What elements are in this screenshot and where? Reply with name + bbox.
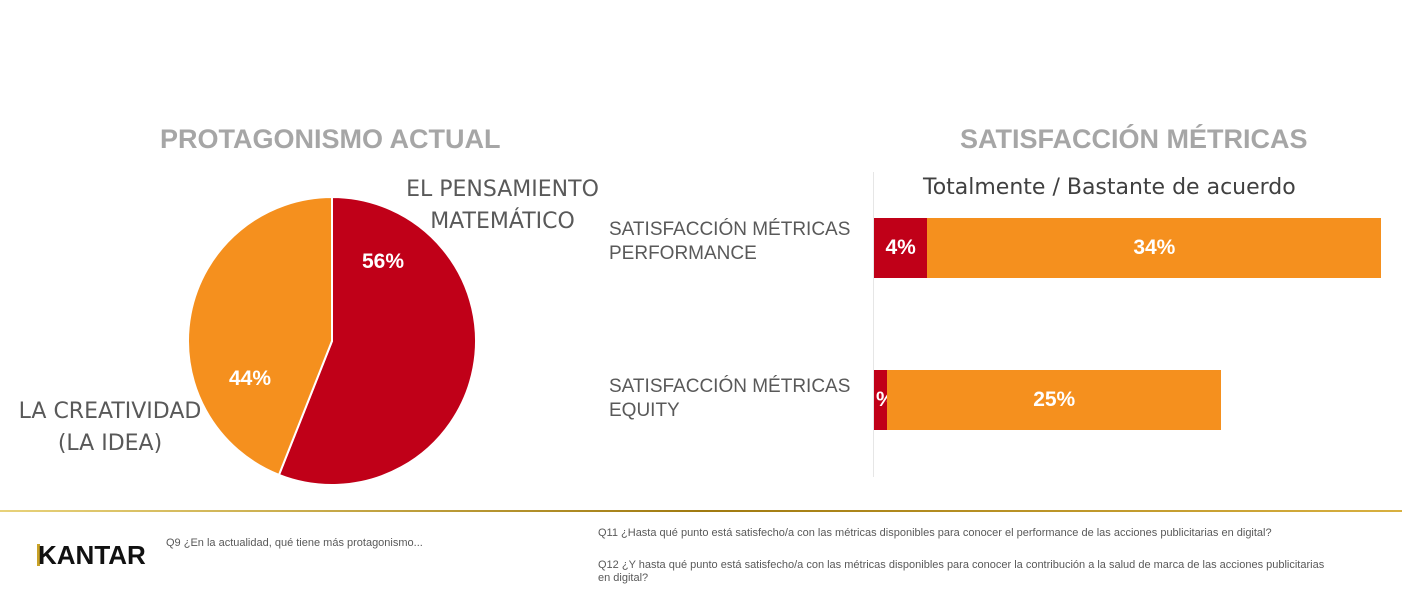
bar-0-label-0: 4% [885,236,916,259]
bar-subtitle: Totalmente / Bastante de acuerdo [923,175,1296,200]
axis-line [873,172,874,477]
pie-chart [187,195,477,486]
category-equity: SATISFACCIÓN MÉTRICAS EQUITY [609,376,851,421]
legend-matematico: EL PENSAMIENTO MATEMÁTICO [406,177,599,234]
footer-divider [0,510,1402,512]
bar-1-segment-0 [874,370,888,430]
bar-1-segment-1 [887,370,1222,430]
legend-creatividad: LA CREATIVIDAD (LA IDEA) [18,399,202,456]
q11-note: Q11 ¿Hasta qué punto está satisfecho/a c… [598,527,1272,539]
bar-0-label-1: 34% [1133,236,1176,259]
pie-title: PROTAGONISMO ACTUAL [160,124,501,154]
pie-slice-creatividad [187,195,333,477]
kantar-logo: KANTAR [37,540,146,570]
q12-note: Q12 ¿Y hasta qué punto está satisfecho/a… [598,559,1325,584]
bar-0-segment-0 [874,218,928,278]
pie-label-44: 44% [229,367,272,390]
bar-0-segment-1 [927,218,1382,278]
bar-title: SATISFACCIÓN MÉTRICAS [960,124,1308,154]
pie-slice-matematico [277,195,477,486]
q9-note: Q9 ¿En la actualidad, qué tiene más prot… [166,537,423,549]
category-performance: SATISFACCIÓN MÉTRICAS PERFORMANCE [609,219,851,264]
pie-label-56: 56% [362,250,405,273]
bar-1-label-1: 25% [1033,388,1076,411]
